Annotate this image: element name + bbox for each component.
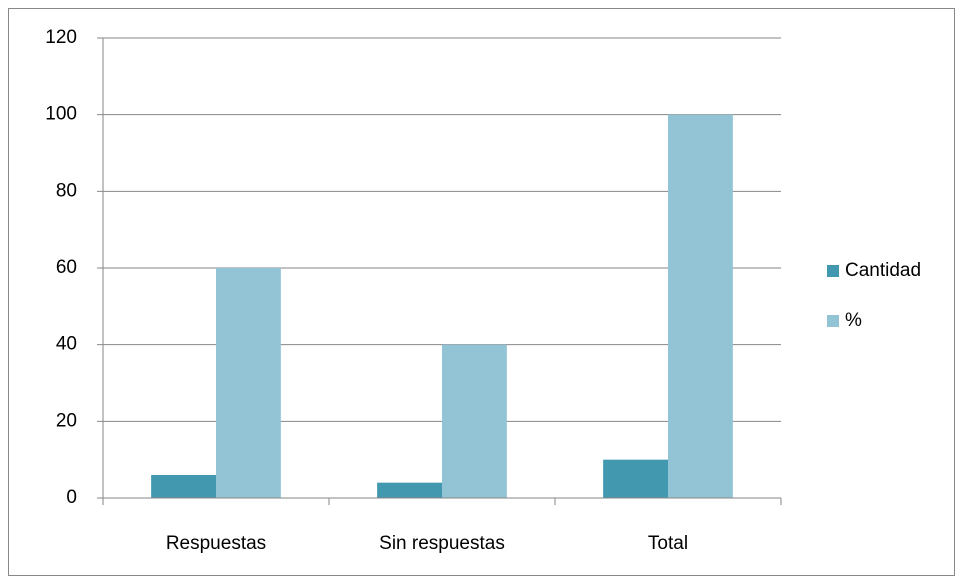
y-tick-label: 20 <box>56 410 77 431</box>
legend-label: % <box>845 310 862 331</box>
bar <box>603 459 668 498</box>
bar <box>668 114 733 499</box>
x-tick-label: Total <box>648 533 688 554</box>
y-tick-label: 60 <box>56 257 77 278</box>
y-tick-label: 120 <box>45 27 77 48</box>
x-tick-label: Sin respuestas <box>379 533 505 554</box>
x-tick-label: Respuestas <box>166 533 266 554</box>
bar <box>216 268 281 498</box>
legend-label: Cantidad <box>845 260 921 281</box>
y-tick-label: 0 <box>66 487 77 508</box>
y-tick-label: 80 <box>56 180 77 201</box>
y-tick-label: 100 <box>45 104 77 125</box>
bar <box>442 344 507 498</box>
legend-swatch <box>827 315 839 327</box>
bar <box>377 482 442 498</box>
legend-swatch <box>827 265 839 277</box>
bar <box>151 475 216 498</box>
y-tick-label: 40 <box>56 334 77 355</box>
